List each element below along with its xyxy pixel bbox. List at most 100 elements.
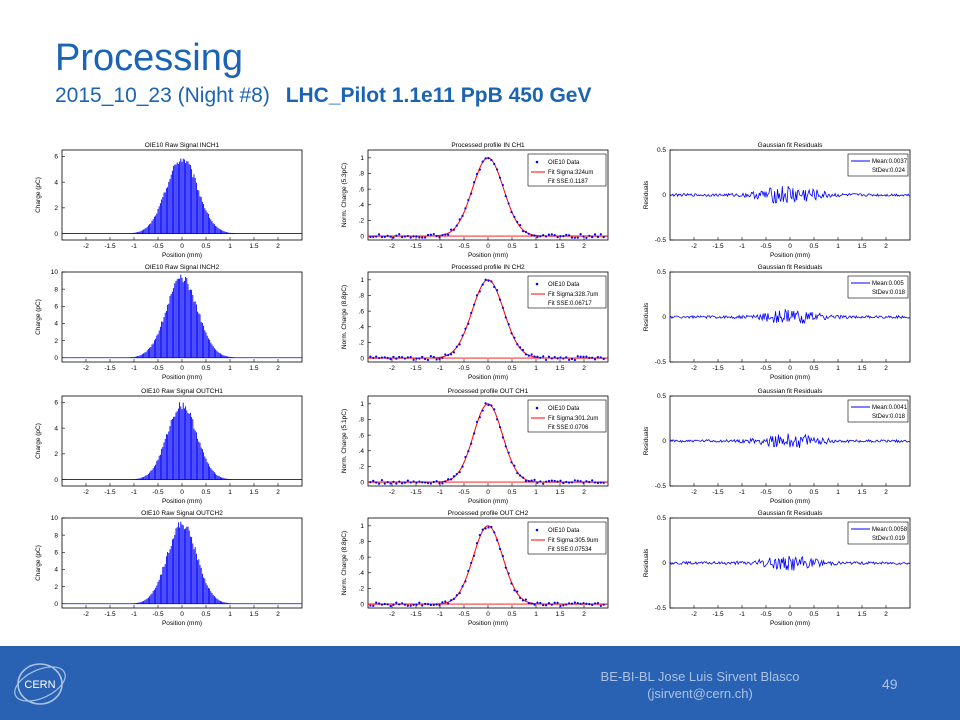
- data-point: [599, 481, 602, 484]
- data-point: [449, 599, 453, 602]
- bar: [187, 161, 189, 234]
- footer-bar: CERN: [0, 646, 960, 720]
- residual-line: [669, 186, 911, 204]
- bar: [215, 225, 217, 234]
- bar: [158, 579, 160, 604]
- chart-3: Gaussian fit Residuals Position (mm) Resid…: [643, 142, 911, 259]
- data-point: [467, 322, 470, 325]
- data-point: [513, 215, 516, 219]
- bar: [139, 602, 141, 604]
- bar: [225, 478, 227, 480]
- data-point: [559, 235, 562, 238]
- data-point: [375, 481, 378, 484]
- bar: [152, 590, 154, 604]
- data-point: [530, 602, 533, 605]
- bar: [211, 469, 213, 480]
- y-tick-label: .8: [359, 417, 365, 424]
- bar: [212, 595, 214, 604]
- data-point: [562, 604, 565, 607]
- bar: [187, 526, 189, 604]
- data-point: [475, 172, 479, 176]
- bar: [212, 346, 214, 358]
- x-tick-label: -1: [131, 489, 137, 496]
- bar: [197, 560, 199, 604]
- bar: [175, 412, 177, 480]
- x-tick-label: -1.5: [410, 489, 422, 496]
- bar: [135, 356, 137, 358]
- bar: [140, 477, 142, 480]
- data-point: [593, 602, 597, 605]
- bar: [186, 161, 188, 234]
- bar: [149, 472, 151, 480]
- data-point: [599, 604, 602, 607]
- data-point: [585, 480, 588, 483]
- bar: [212, 470, 214, 480]
- bar: [224, 602, 226, 604]
- x-tick-label: 0.5: [809, 489, 818, 496]
- bar: [182, 402, 184, 480]
- y-axis-label: Norm. Charge (5.3pC): [341, 163, 348, 227]
- bar: [173, 538, 175, 604]
- x-tick-label: -1: [437, 611, 443, 618]
- x-tick-label: -1: [437, 243, 443, 250]
- y-tick-label: .4: [359, 202, 365, 209]
- data-point: [421, 481, 424, 484]
- data-point: [490, 404, 493, 407]
- data-point: [524, 598, 528, 601]
- bar: [168, 552, 170, 604]
- bar: [181, 409, 183, 480]
- chart-6: Gaussian fit Residuals Position (mm) Resid…: [643, 264, 911, 381]
- data-point: [602, 236, 605, 239]
- bar: [138, 602, 140, 604]
- data-point: [504, 316, 507, 319]
- bar: [192, 419, 194, 480]
- plot-grid: OIE10 Raw Signal INCH1 Position (mm) Charg…: [35, 142, 911, 627]
- data-point: [455, 224, 458, 227]
- bar: [181, 524, 183, 604]
- bar: [151, 469, 153, 480]
- data-point: [539, 480, 542, 483]
- legend-label-sse: Fit SSE:0.1187: [548, 179, 589, 185]
- bar: [216, 598, 218, 604]
- chart-4: OIE10 Raw Signal INCH2 Position (mm) Charg…: [35, 264, 303, 381]
- data-point: [530, 234, 533, 237]
- bar: [170, 545, 172, 604]
- slide-title: Processing: [55, 37, 243, 79]
- data-point: [516, 590, 519, 593]
- data-point: [458, 471, 461, 474]
- bar: [207, 463, 209, 480]
- data-point: [591, 356, 594, 359]
- data-point: [562, 235, 565, 238]
- bar: [198, 313, 200, 358]
- data-point: [409, 481, 412, 484]
- bar: [185, 163, 187, 234]
- x-axis-label: Position (mm): [770, 252, 810, 259]
- bar: [177, 522, 179, 604]
- data-point: [539, 356, 542, 359]
- bar: [162, 567, 164, 604]
- data-point: [556, 236, 559, 239]
- chart-11: Processed profile OUT CH2 Position (mm) No…: [341, 510, 609, 627]
- x-tick-label: -2: [83, 489, 89, 496]
- data-point: [516, 472, 519, 475]
- bar: [217, 351, 219, 358]
- legend-label-data: OIE10 Data: [548, 282, 580, 288]
- x-tick-label: 2: [884, 611, 888, 618]
- x-axis-label: Position (mm): [162, 374, 202, 381]
- x-tick-label: 1: [836, 365, 840, 372]
- bar: [221, 354, 223, 358]
- bar: [177, 164, 179, 234]
- subtitle-beam: LHC_Pilot 1.1e11 PpB 450 GeV: [285, 84, 592, 107]
- bar: [224, 231, 226, 234]
- data-point: [579, 355, 582, 358]
- data-point: [461, 585, 464, 588]
- bar: [145, 475, 147, 480]
- bar: [221, 601, 223, 604]
- slide-subtitle: 2015_10_23 (Night #8) LHC_Pilot 1.1e11 P…: [55, 84, 592, 108]
- bar: [189, 536, 191, 604]
- data-point: [496, 539, 499, 542]
- x-tick-label: 1: [836, 611, 840, 618]
- bar: [185, 406, 187, 480]
- data-point: [406, 356, 409, 359]
- bar: [156, 461, 158, 480]
